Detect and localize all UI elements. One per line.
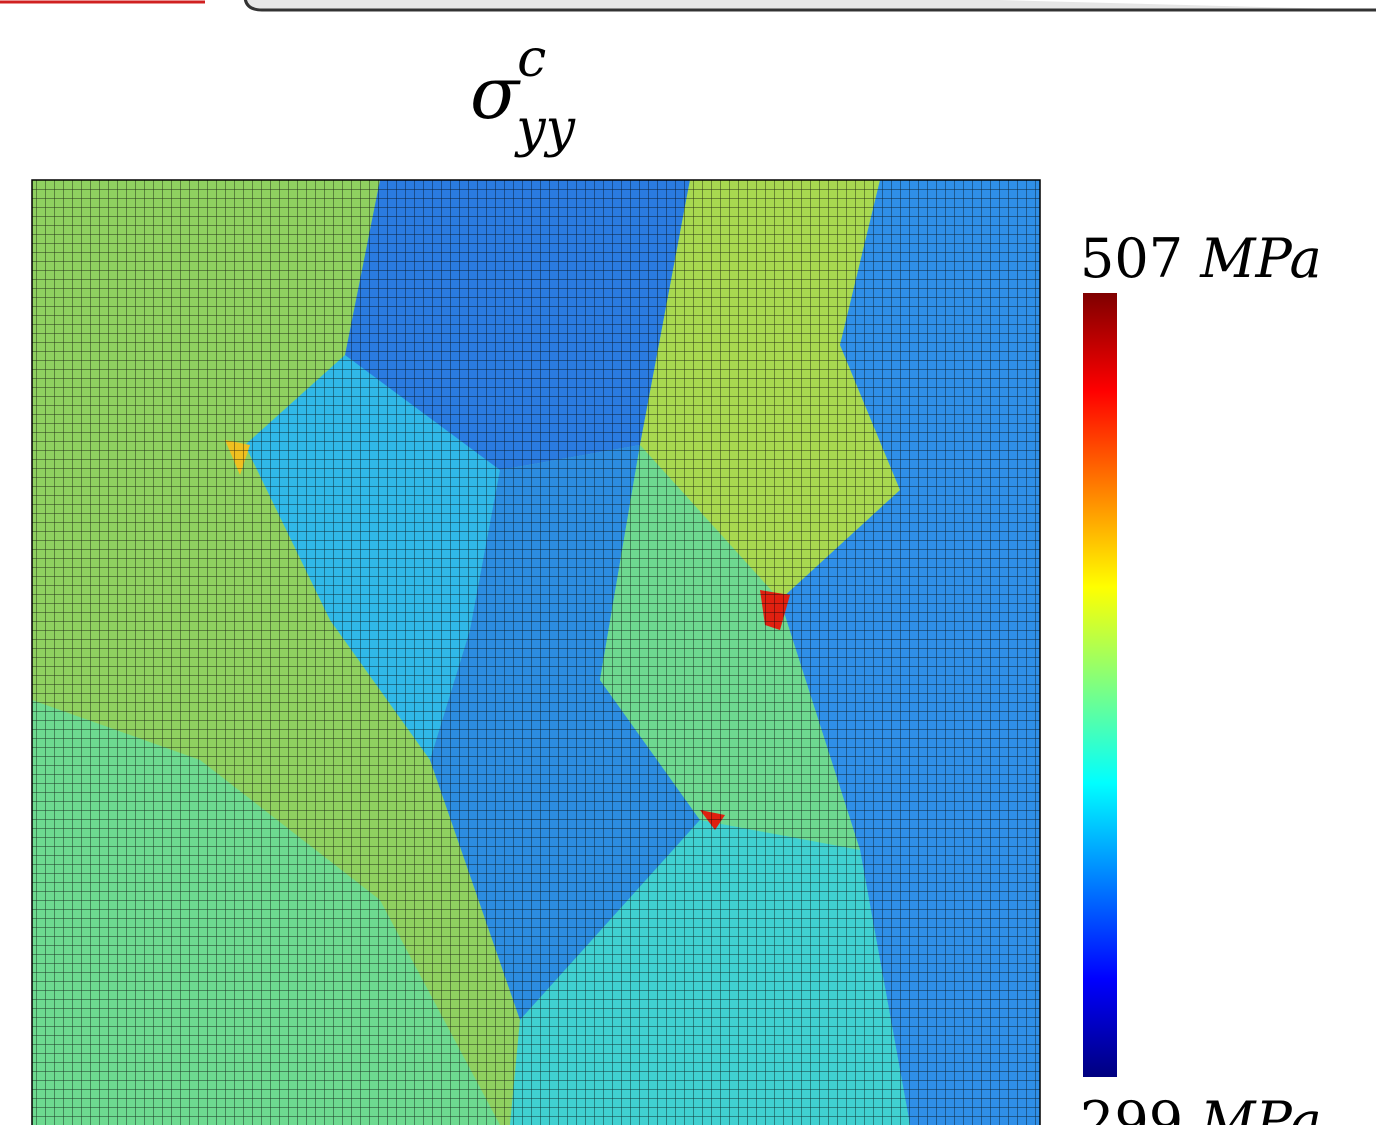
title-superscript: c [517,29,546,89]
title-base: σ [470,51,521,135]
stress-field [32,180,1040,1125]
colorbar-min-label: 299 MPa [1080,1090,1322,1125]
mesh [32,180,1040,1125]
colorbar-max-label: 507 MPa [1080,227,1322,290]
plot-frame [31,179,1041,1125]
min-value: 299 [1080,1090,1183,1125]
title-subscript: yy [514,99,575,159]
max-unit: MPa [1199,227,1321,290]
top-banner [243,0,1376,12]
colorbar [1083,293,1117,1077]
max-value: 507 [1080,227,1183,290]
min-unit: MPa [1199,1090,1321,1125]
title: σc yy [470,29,576,159]
